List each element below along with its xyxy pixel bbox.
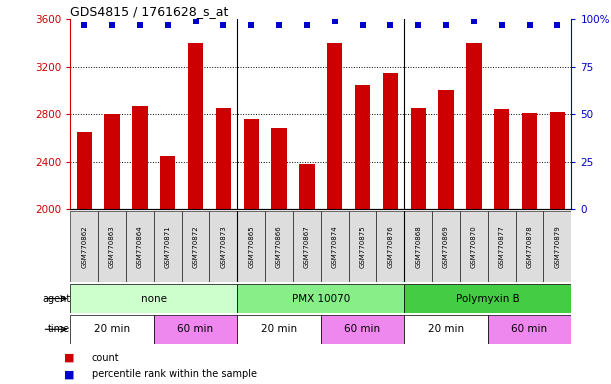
Point — [552, 22, 562, 28]
Bar — [488, 211, 516, 282]
Text: count: count — [92, 353, 119, 363]
Point — [79, 22, 89, 28]
Text: GSM770870: GSM770870 — [471, 225, 477, 268]
Text: 60 min: 60 min — [177, 324, 214, 334]
Text: GDS4815 / 1761628_s_at: GDS4815 / 1761628_s_at — [70, 5, 229, 18]
Bar — [522, 113, 537, 209]
Bar — [76, 132, 92, 209]
Text: 20 min: 20 min — [261, 324, 297, 334]
Bar — [404, 284, 571, 313]
Point — [107, 22, 117, 28]
Bar — [411, 108, 426, 209]
Bar — [70, 315, 154, 344]
Bar — [466, 43, 481, 209]
Text: GSM770873: GSM770873 — [221, 225, 226, 268]
Text: none: none — [141, 293, 167, 304]
Bar — [271, 129, 287, 209]
Text: GSM770869: GSM770869 — [443, 225, 449, 268]
Bar — [321, 315, 404, 344]
Bar — [543, 211, 571, 282]
Bar — [404, 211, 432, 282]
Bar — [327, 43, 342, 209]
Text: GSM770878: GSM770878 — [527, 225, 533, 268]
Text: GSM770877: GSM770877 — [499, 225, 505, 268]
Text: ■: ■ — [64, 353, 75, 363]
Point — [413, 22, 423, 28]
Bar — [181, 211, 210, 282]
Bar — [98, 211, 126, 282]
Bar — [132, 106, 147, 209]
Bar — [516, 211, 543, 282]
Text: GSM770865: GSM770865 — [248, 225, 254, 268]
Text: GSM770875: GSM770875 — [359, 225, 365, 268]
Text: agent: agent — [42, 293, 70, 304]
Text: 20 min: 20 min — [428, 324, 464, 334]
Point — [163, 22, 172, 28]
Text: GSM770864: GSM770864 — [137, 225, 143, 268]
Point — [302, 22, 312, 28]
Bar — [432, 211, 460, 282]
Text: GSM770866: GSM770866 — [276, 225, 282, 268]
Text: GSM770868: GSM770868 — [415, 225, 421, 268]
Point — [469, 18, 479, 24]
Bar — [70, 211, 98, 282]
Point — [386, 22, 395, 28]
Bar — [126, 211, 154, 282]
Point — [219, 22, 229, 28]
Bar — [438, 91, 454, 209]
Text: 20 min: 20 min — [94, 324, 130, 334]
Bar — [104, 114, 120, 209]
Text: GSM770879: GSM770879 — [554, 225, 560, 268]
Bar — [188, 43, 203, 209]
Text: GSM770863: GSM770863 — [109, 225, 115, 268]
Text: ■: ■ — [64, 369, 75, 379]
Text: GSM770867: GSM770867 — [304, 225, 310, 268]
Text: time: time — [48, 324, 70, 334]
Point — [274, 22, 284, 28]
Bar — [299, 164, 315, 209]
Bar — [244, 119, 259, 209]
Point — [330, 18, 340, 24]
Bar — [355, 84, 370, 209]
Bar — [376, 211, 404, 282]
Point — [135, 22, 145, 28]
Bar — [265, 211, 293, 282]
Bar — [494, 109, 510, 209]
Point — [525, 22, 535, 28]
Bar — [237, 211, 265, 282]
Bar — [488, 315, 571, 344]
Bar — [237, 284, 404, 313]
Point — [357, 22, 367, 28]
Text: PMX 10070: PMX 10070 — [291, 293, 350, 304]
Bar — [154, 315, 237, 344]
Text: percentile rank within the sample: percentile rank within the sample — [92, 369, 257, 379]
Text: GSM770871: GSM770871 — [165, 225, 170, 268]
Bar — [70, 284, 237, 313]
Bar — [210, 211, 237, 282]
Bar — [460, 211, 488, 282]
Point — [497, 22, 507, 28]
Bar — [404, 315, 488, 344]
Point — [246, 22, 256, 28]
Point — [441, 22, 451, 28]
Bar — [216, 108, 231, 209]
Text: GSM770872: GSM770872 — [192, 225, 199, 268]
Bar — [237, 315, 321, 344]
Bar — [160, 156, 175, 209]
Bar — [154, 211, 181, 282]
Text: GSM770874: GSM770874 — [332, 225, 338, 268]
Bar — [293, 211, 321, 282]
Bar — [550, 112, 565, 209]
Text: Polymyxin B: Polymyxin B — [456, 293, 520, 304]
Point — [191, 18, 200, 24]
Bar — [349, 211, 376, 282]
Bar — [382, 73, 398, 209]
Bar — [321, 211, 349, 282]
Text: 60 min: 60 min — [511, 324, 547, 334]
Text: GSM770876: GSM770876 — [387, 225, 393, 268]
Text: 60 min: 60 min — [345, 324, 381, 334]
Text: GSM770862: GSM770862 — [81, 225, 87, 268]
